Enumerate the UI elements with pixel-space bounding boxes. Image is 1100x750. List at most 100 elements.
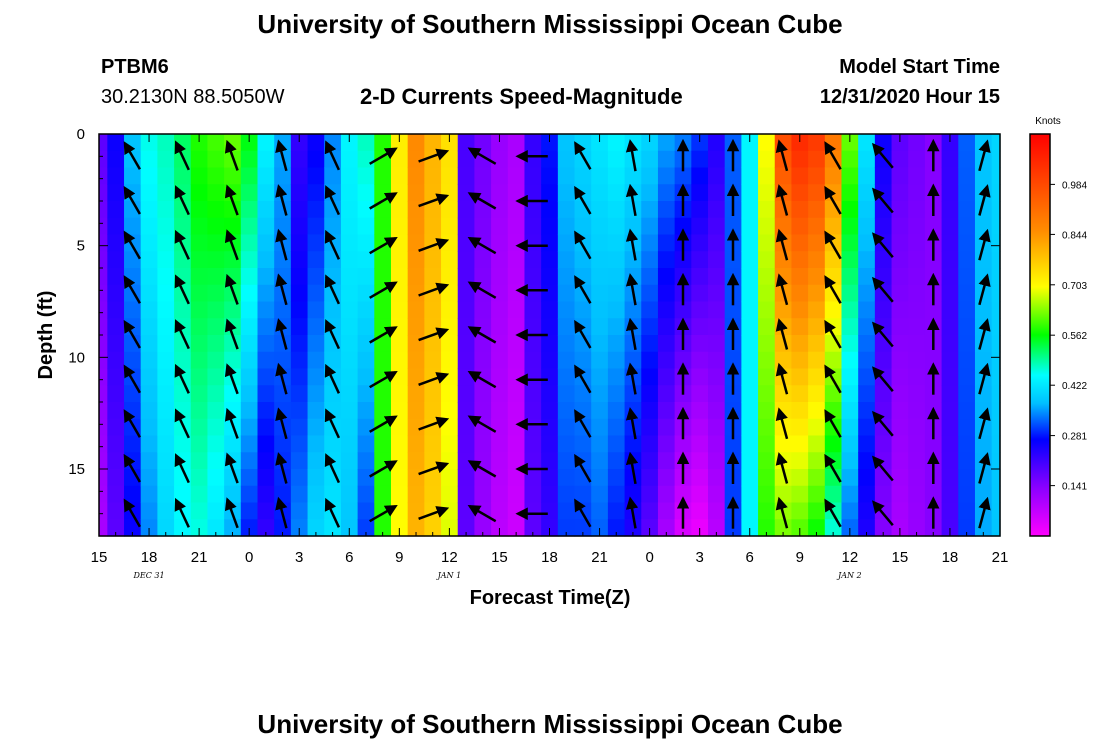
- heatmap-cell: [908, 418, 926, 437]
- heatmap-cell: [908, 201, 926, 219]
- heatmap-cell: [140, 234, 158, 252]
- colorbar-tick-label: 0.422: [1062, 381, 1087, 392]
- heatmap-cell: [457, 452, 476, 470]
- heatmap-cell: [941, 368, 959, 386]
- current-vector-arrow: [123, 319, 141, 349]
- heatmap-cell: [257, 284, 275, 303]
- heatmap-cell: [207, 150, 225, 169]
- heatmap-cell: [441, 301, 459, 319]
- heatmap-cell: [708, 519, 726, 537]
- heatmap-cell: [507, 402, 526, 420]
- heatmap-cell: [290, 502, 309, 520]
- heatmap-cell: [908, 268, 926, 286]
- heatmap-cell: [808, 335, 826, 353]
- heatmap-cell: [557, 368, 576, 386]
- heatmap-cell: [607, 251, 626, 269]
- heatmap-cell: [741, 184, 759, 202]
- heatmap-cell: [524, 519, 542, 537]
- heatmap-cell: [357, 318, 375, 336]
- heatmap-cell: [557, 201, 576, 219]
- heatmap-cell: [791, 318, 809, 336]
- heatmap-cell: [374, 134, 392, 152]
- heatmap-cell: [891, 385, 909, 403]
- heatmap-cell: [491, 335, 509, 353]
- heatmap-cell: [774, 351, 793, 370]
- heatmap-cell: [140, 519, 158, 537]
- heatmap-cell: [958, 301, 976, 319]
- heatmap-cell: [657, 452, 676, 470]
- heatmap-cell: [591, 268, 609, 286]
- current-vector-arrow: [174, 453, 190, 484]
- heatmap-cell: [190, 167, 209, 185]
- heatmap-cell: [891, 402, 909, 420]
- heatmap-cell: [424, 201, 442, 219]
- heatmap-cell: [808, 217, 826, 236]
- heatmap-cell: [708, 435, 726, 453]
- heatmap-cell: [357, 435, 375, 453]
- heatmap-cell: [958, 251, 976, 269]
- heatmap-cell: [524, 351, 542, 370]
- heatmap-cell: [924, 301, 943, 319]
- current-vector-arrow: [369, 192, 398, 210]
- heatmap-cell: [107, 268, 125, 286]
- heatmap-cell: [174, 201, 192, 219]
- heatmap-cell: [607, 301, 626, 319]
- heatmap-cell: [257, 184, 275, 202]
- heatmap-cell: [274, 251, 292, 269]
- x-tick-label: 6: [746, 549, 754, 566]
- current-vector-arrow: [574, 453, 592, 483]
- heatmap-cell: [457, 150, 476, 169]
- current-vector-arrow: [775, 184, 789, 216]
- heatmap-cell: [140, 251, 158, 269]
- current-vector-arrow: [369, 504, 398, 523]
- heatmap-cell: [808, 284, 826, 303]
- heatmap-cell: [307, 134, 325, 152]
- heatmap-cell: [657, 418, 676, 437]
- heatmap-cell: [390, 318, 409, 336]
- heatmap-cell: [424, 385, 442, 403]
- heatmap-cell: [607, 351, 626, 370]
- heatmap-cell: [708, 301, 726, 319]
- heatmap-cell: [407, 284, 425, 303]
- current-vector-arrow: [224, 452, 239, 484]
- current-vector-arrow: [174, 140, 190, 171]
- heatmap-cell: [657, 402, 676, 420]
- current-vector-arrow: [625, 407, 639, 440]
- heatmap-cell: [774, 251, 793, 269]
- heatmap-cell: [240, 519, 259, 537]
- heatmap-cell: [157, 485, 175, 504]
- heatmap-cell: [524, 150, 542, 169]
- heatmap-cell: [507, 184, 526, 202]
- current-vector-arrow: [625, 496, 639, 529]
- heatmap-cell: [357, 251, 375, 269]
- heatmap-cell: [441, 351, 459, 370]
- heatmap-cell: [157, 435, 175, 453]
- current-vector-arrow: [324, 453, 341, 484]
- current-vector-arrow: [224, 318, 239, 350]
- heatmap-cell: [657, 251, 676, 269]
- heatmap-cell: [991, 134, 1001, 152]
- heatmap-cell: [607, 167, 626, 185]
- current-vector-arrow: [275, 273, 288, 306]
- heatmap-cell: [290, 167, 309, 185]
- heatmap-cell: [908, 167, 926, 185]
- heatmap-cell: [290, 418, 309, 437]
- heatmap-cell: [641, 234, 659, 252]
- heatmap-cell: [257, 335, 275, 353]
- heatmap-cell: [307, 452, 325, 470]
- current-vector-arrow: [574, 185, 592, 215]
- heatmap-cell: [641, 452, 659, 470]
- heatmap-cell: [641, 385, 659, 403]
- heatmap-cell: [541, 485, 559, 504]
- heatmap-cell: [257, 201, 275, 219]
- heatmap-cell: [924, 167, 943, 185]
- heatmap-cell: [340, 485, 359, 504]
- heatmap-cell: [457, 184, 476, 202]
- heatmap-cell: [407, 385, 425, 403]
- heatmap-cell: [240, 452, 259, 470]
- heatmap-cell: [591, 435, 609, 453]
- heatmap-cell: [641, 402, 659, 420]
- heatmap-cell: [307, 234, 325, 252]
- heatmap-cell: [207, 251, 225, 269]
- current-vector-arrow: [625, 317, 639, 351]
